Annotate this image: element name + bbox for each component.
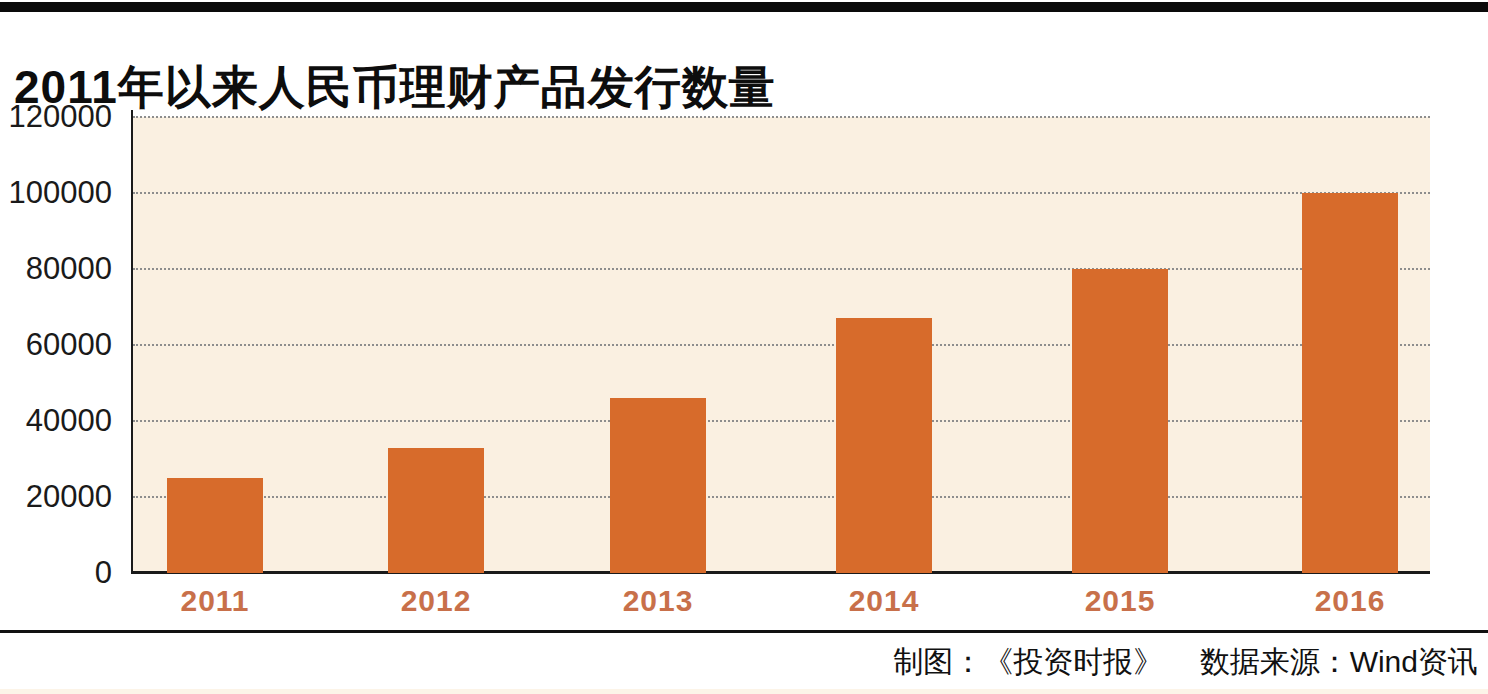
gridline-60000 <box>133 344 1430 346</box>
bar-2011 <box>167 478 263 573</box>
y-axis-line <box>131 110 133 574</box>
y-tick-label-80000: 80000 <box>0 252 112 286</box>
gridline-40000 <box>133 420 1430 422</box>
y-tick-label-40000: 40000 <box>0 404 112 438</box>
gridline-20000 <box>133 496 1430 498</box>
separator-line <box>0 630 1488 633</box>
footer: 制图：《投资时报》 数据来源：Wind资讯 <box>893 642 1478 683</box>
bar-2015 <box>1072 269 1168 573</box>
top-accent-bar <box>0 2 1488 12</box>
y-tick-label-120000: 120000 <box>0 100 112 134</box>
data-source-text: 数据来源：Wind资讯 <box>1200 645 1478 678</box>
bar-2012 <box>388 448 484 573</box>
y-tick-label-20000: 20000 <box>0 480 112 514</box>
gridline-120000 <box>133 116 1430 118</box>
x-tick-label-2014: 2014 <box>814 584 954 618</box>
y-tick-label-100000: 100000 <box>0 176 112 210</box>
x-tick-label-2015: 2015 <box>1050 584 1190 618</box>
bar-2013 <box>610 398 706 573</box>
x-axis-line <box>133 571 1430 574</box>
plot-area <box>133 117 1430 573</box>
y-tick-label-60000: 60000 <box>0 328 112 362</box>
chart-title: 2011年以来人民币理财产品发行数量 <box>14 57 776 119</box>
gridline-100000 <box>133 192 1430 194</box>
bar-2014 <box>836 318 932 573</box>
x-tick-label-2011: 2011 <box>145 584 285 618</box>
gridline-80000 <box>133 268 1430 270</box>
x-tick-label-2016: 2016 <box>1280 584 1420 618</box>
x-tick-label-2012: 2012 <box>366 584 506 618</box>
credit-text: 制图：《投资时报》 <box>893 645 1163 678</box>
bar-2016 <box>1302 193 1398 573</box>
bottom-accent-strip <box>0 689 1488 694</box>
x-tick-label-2013: 2013 <box>588 584 728 618</box>
infographic-page: 2011年以来人民币理财产品发行数量 0 20000 40000 60000 80000… <box>0 0 1488 694</box>
y-tick-label-0: 0 <box>0 556 112 590</box>
